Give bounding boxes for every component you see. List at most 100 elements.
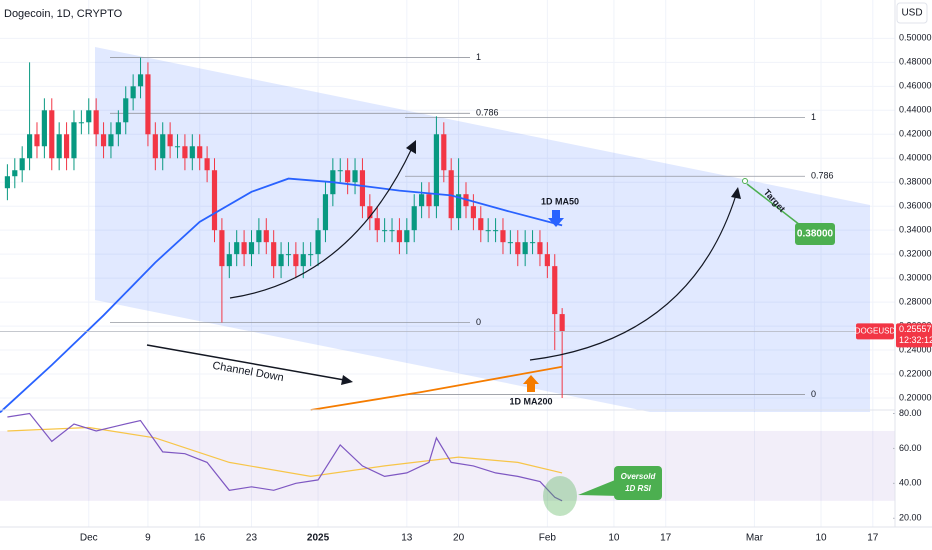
fib-label: 0 xyxy=(476,317,481,327)
fib-label: 0 xyxy=(811,389,816,399)
curve-arrow xyxy=(529,194,737,361)
candle-body xyxy=(308,254,314,256)
y-tick-label: 0.50000 xyxy=(899,33,932,43)
candle-body xyxy=(470,206,476,219)
candle-body xyxy=(396,230,403,243)
price-value: 0.25557 xyxy=(899,324,932,334)
x-tick-label: 13 xyxy=(401,533,413,544)
candle-body xyxy=(226,254,232,267)
candle-body xyxy=(108,134,114,147)
candle-body xyxy=(167,134,173,147)
candle-body xyxy=(485,230,491,232)
rsi-pane xyxy=(0,412,895,519)
candle-body xyxy=(248,242,255,255)
rsi-line xyxy=(7,412,563,502)
target-box xyxy=(795,223,835,245)
x-tick-label: 10 xyxy=(608,533,620,544)
fib-label: 1 xyxy=(811,112,816,122)
candle-body xyxy=(345,170,351,183)
oversold-circle xyxy=(543,476,577,516)
ma50-label: 1D MA50 xyxy=(541,196,579,206)
candle-body xyxy=(137,74,144,87)
target-price: 0.38000 xyxy=(797,229,834,240)
candle-body xyxy=(115,122,121,135)
y-tick-label: 0.36000 xyxy=(899,201,932,211)
candle-body xyxy=(63,134,70,159)
arrow-head xyxy=(406,140,416,154)
candle-body xyxy=(123,98,129,123)
callout-pointer xyxy=(578,478,620,496)
x-tick-label: 10 xyxy=(815,533,827,544)
candle-body xyxy=(507,242,513,244)
y-tick-label: 0.30000 xyxy=(899,273,932,283)
currency: USD xyxy=(901,8,922,19)
countdown: 12:32:12 xyxy=(899,335,932,345)
symbol-label: DOGEUSD xyxy=(855,327,896,336)
candle-body xyxy=(100,134,107,147)
rsi-tick-label: 60.00 xyxy=(899,443,922,453)
candle-body xyxy=(130,86,136,99)
target-point xyxy=(742,178,748,184)
candle-body xyxy=(300,254,306,267)
arrow-head xyxy=(341,375,353,385)
candle-body xyxy=(263,230,269,243)
candle-body xyxy=(41,110,47,147)
candle-body xyxy=(478,218,484,231)
rsi-ma-line xyxy=(7,426,563,478)
candle-body xyxy=(285,254,292,256)
candle-body xyxy=(256,230,262,243)
candle-body xyxy=(322,194,329,231)
candle-body xyxy=(456,194,462,219)
price-box xyxy=(896,323,932,348)
fibonacci: 1 0.786 0 1 0.786 0 xyxy=(110,52,834,399)
rsi-band xyxy=(0,430,895,501)
candle-body xyxy=(389,230,395,232)
candle-body xyxy=(537,242,543,255)
candle-body xyxy=(182,146,188,159)
x-tick-label: 2025 xyxy=(307,533,330,544)
candle-body xyxy=(78,122,84,124)
candle-body xyxy=(49,110,55,159)
candle-body xyxy=(26,134,33,159)
candle-body xyxy=(426,194,432,207)
candle-body xyxy=(271,242,277,267)
y-tick-label: 0.34000 xyxy=(899,225,932,235)
y-tick-label: 0.22000 xyxy=(899,368,932,378)
candle-body xyxy=(448,170,454,219)
ma200-arrow xyxy=(523,375,539,392)
candle-body xyxy=(559,314,565,332)
x-tick-label: Mar xyxy=(746,533,764,544)
candle-body xyxy=(404,230,410,243)
arrow-head xyxy=(731,187,741,199)
candle-body xyxy=(71,122,77,159)
x-tick-label: Dec xyxy=(80,533,98,544)
rsi-tick-label: 40.00 xyxy=(899,478,922,488)
candle-body xyxy=(145,74,151,135)
candle-body xyxy=(315,230,321,255)
candle-body xyxy=(204,158,210,171)
fib-label: 0.786 xyxy=(811,171,834,181)
candle-body xyxy=(93,110,99,135)
currency-box xyxy=(896,2,928,24)
rsi-tick-label: 20.00 xyxy=(899,513,922,523)
candle-body xyxy=(433,134,439,207)
candle-body xyxy=(337,170,343,172)
curve-arrow xyxy=(229,147,413,299)
candle-body xyxy=(359,170,366,207)
candle-body xyxy=(544,254,550,267)
y-tick-label: 0.38000 xyxy=(899,177,932,187)
candle-body xyxy=(219,230,225,267)
candle-body xyxy=(382,230,388,232)
candle-body xyxy=(241,242,247,255)
x-tick-label: 23 xyxy=(246,533,258,544)
x-tick-label: 17 xyxy=(867,533,879,544)
fib-label: 1 xyxy=(476,52,481,62)
y-tick-label: 0.28000 xyxy=(899,296,932,306)
callout-text: Oversold xyxy=(621,472,657,481)
ma200-label: 1D MA200 xyxy=(509,396,552,406)
candle-body xyxy=(522,242,528,255)
marks xyxy=(0,57,895,414)
x-tick-label: Feb xyxy=(539,533,557,544)
x-tick-label: 16 xyxy=(194,533,206,544)
